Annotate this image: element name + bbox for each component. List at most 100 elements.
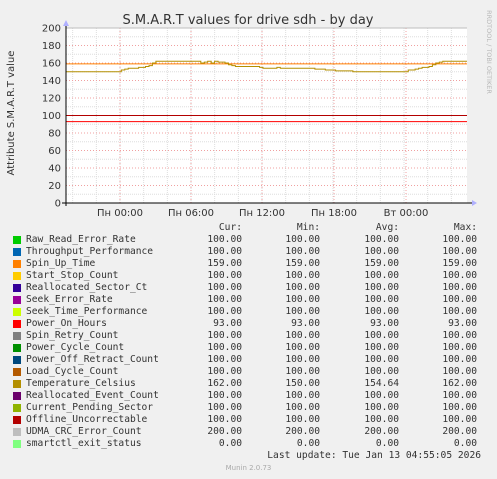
legend-row: Reallocated_Event_Count 100.00 100.00 100.0… <box>0 390 497 402</box>
legend-max-value: 100.00 <box>442 366 477 377</box>
legend-max-value: 100.00 <box>442 390 477 401</box>
legend-series-name: Start_Stop_Count <box>26 270 119 281</box>
legend-series-name: Load_Cycle_Count <box>26 366 119 377</box>
legend-max-value: 100.00 <box>442 402 477 413</box>
legend-series-name: Current_Pending_Sector <box>26 402 154 413</box>
legend-min-value: 100.00 <box>285 282 320 293</box>
legend-cur-value: 100.00 <box>207 330 242 341</box>
legend-header-min: Min: <box>296 222 320 233</box>
legend-avg-value: 200.00 <box>364 426 399 437</box>
legend-cur-value: 159.00 <box>207 258 242 269</box>
legend-swatch <box>13 416 21 424</box>
legend-avg-value: 93.00 <box>370 318 399 329</box>
legend-min-value: 200.00 <box>285 426 320 437</box>
y-tick-label: 0 <box>55 199 61 210</box>
legend-max-value: 159.00 <box>442 258 477 269</box>
chart-title: S.M.A.R.T values for drive sdh - by day <box>123 13 374 28</box>
legend-avg-value: 0.00 <box>375 438 399 449</box>
y-axis-label: Attribute S.M.A.R.T value <box>6 51 17 176</box>
legend-swatch <box>13 356 21 364</box>
legend-row: Temperature_Celsius 162.00 150.00 154.64 162… <box>0 378 497 390</box>
legend-row: Power_On_Hours 93.00 93.00 93.00 93.00 <box>0 318 497 330</box>
legend-row: Offline_Uncorrectable 100.00 100.00 100.00 1… <box>0 414 497 426</box>
legend-avg-value: 100.00 <box>364 354 399 365</box>
legend-min-value: 100.00 <box>285 390 320 401</box>
y-tick-label: 120 <box>42 94 61 105</box>
legend-header-cur: Cur: <box>218 222 242 233</box>
legend-cur-value: 100.00 <box>207 294 242 305</box>
legend-cur-value: 100.00 <box>207 342 242 353</box>
legend-series-name: Power_Off_Retract_Count <box>26 354 159 365</box>
legend-series-name: Temperature_Celsius <box>26 378 136 389</box>
legend-cur-value: 100.00 <box>207 402 242 413</box>
legend-cur-value: 100.00 <box>207 270 242 281</box>
legend-row: Spin_Up_Time 159.00 159.00 159.00 159.00 <box>0 258 497 270</box>
legend-swatch <box>13 284 21 292</box>
x-tick-label: Пн 06:00 <box>168 208 214 219</box>
legend-max-value: 100.00 <box>442 294 477 305</box>
legend-avg-value: 100.00 <box>364 342 399 353</box>
legend-swatch <box>13 332 21 340</box>
legend-series-name: Spin_Retry_Count <box>26 330 119 341</box>
legend-swatch <box>13 380 21 388</box>
legend-min-value: 100.00 <box>285 330 320 341</box>
legend-min-value: 100.00 <box>285 234 320 245</box>
legend-min-value: 100.00 <box>285 246 320 257</box>
smart-line-chart: S.M.A.R.T values for drive sdh - by day … <box>6 10 493 219</box>
legend-min-value: 100.00 <box>285 402 320 413</box>
legend-max-value: 100.00 <box>442 234 477 245</box>
x-axis-arrow <box>472 200 477 206</box>
x-tick-label: Пн 18:00 <box>311 208 357 219</box>
legend-swatch <box>13 260 21 268</box>
legend-avg-value: 100.00 <box>364 246 399 257</box>
legend-series-name: Raw_Read_Error_Rate <box>26 234 136 245</box>
legend-cur-value: 100.00 <box>207 414 242 425</box>
legend-series-name: Spin_Up_Time <box>26 258 96 269</box>
legend-swatch <box>13 320 21 328</box>
legend-min-value: 100.00 <box>285 366 320 377</box>
legend-avg-value: 100.00 <box>364 270 399 281</box>
legend-cur-value: 100.00 <box>207 246 242 257</box>
legend-cur-value: 100.00 <box>207 306 242 317</box>
legend-row: Spin_Retry_Count 100.00 100.00 100.00 100.00 <box>0 330 497 342</box>
legend-row: Seek_Error_Rate 100.00 100.00 100.00 100.00 <box>0 294 497 306</box>
legend-avg-value: 159.00 <box>364 258 399 269</box>
legend-cur-value: 100.00 <box>207 366 242 377</box>
legend-series-name: UDMA_CRC_Error_Count <box>26 426 142 437</box>
y-tick-label: 40 <box>48 164 61 175</box>
rrdtool-watermark: RRDTOOL / TOBI OETIKER <box>485 10 493 94</box>
legend-swatch <box>13 308 21 316</box>
y-axis-arrow <box>63 20 69 26</box>
legend-row: smartctl_exit_status 0.00 0.00 0.00 0.00 <box>0 438 497 450</box>
series-line-temperature-celsius <box>66 60 467 73</box>
legend-row: Raw_Read_Error_Rate 100.00 100.00 100.00 100… <box>0 234 497 246</box>
legend-avg-value: 100.00 <box>364 234 399 245</box>
y-tick-label: 140 <box>42 76 61 87</box>
y-tick-label: 160 <box>42 59 61 70</box>
legend-min-value: 159.00 <box>285 258 320 269</box>
legend-max-value: 100.00 <box>442 354 477 365</box>
legend-cur-value: 162.00 <box>207 378 242 389</box>
legend-row: Power_Off_Retract_Count 100.00 100.00 100.0… <box>0 354 497 366</box>
legend-max-value: 100.00 <box>442 414 477 425</box>
legend-cur-value: 200.00 <box>207 426 242 437</box>
legend-max-value: 100.00 <box>442 282 477 293</box>
y-tick-label: 60 <box>48 146 61 157</box>
legend-min-value: 150.00 <box>285 378 320 389</box>
legend-avg-value: 100.00 <box>364 294 399 305</box>
x-tick-label: Пн 12:00 <box>239 208 285 219</box>
legend-row: Throughput_Performance 100.00 100.00 100.00… <box>0 246 497 258</box>
y-tick-label: 80 <box>48 129 61 140</box>
legend-max-value: 100.00 <box>442 330 477 341</box>
legend-row: Power_Cycle_Count 100.00 100.00 100.00 100.0… <box>0 342 497 354</box>
legend-row: Current_Pending_Sector 100.00 100.00 100.00… <box>0 402 497 414</box>
legend-max-value: 100.00 <box>442 306 477 317</box>
legend-series-name: Reallocated_Sector_Ct <box>26 282 148 293</box>
legend-series-name: Offline_Uncorrectable <box>26 414 148 425</box>
last-update-text: Last update: Tue Jan 13 04:55:05 2026 <box>267 450 481 461</box>
legend-min-value: 100.00 <box>285 306 320 317</box>
legend-min-value: 100.00 <box>285 270 320 281</box>
legend-max-value: 162.00 <box>442 378 477 389</box>
legend-series-name: Reallocated_Event_Count <box>26 390 159 401</box>
